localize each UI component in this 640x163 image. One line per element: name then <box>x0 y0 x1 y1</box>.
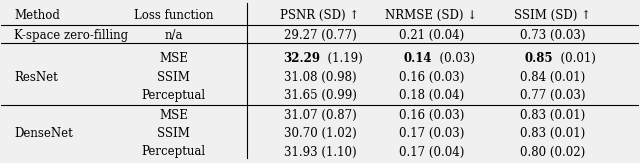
Text: (0.03): (0.03) <box>431 52 474 65</box>
Text: 31.93 (1.10): 31.93 (1.10) <box>284 146 356 158</box>
Text: 0.16 (0.03): 0.16 (0.03) <box>399 71 464 84</box>
Text: Method: Method <box>14 8 60 22</box>
Text: SSIM: SSIM <box>157 127 190 140</box>
Text: K-space zero-filling: K-space zero-filling <box>14 29 128 42</box>
Text: 0.21 (0.04): 0.21 (0.04) <box>399 29 464 42</box>
Text: 0.84 (0.01): 0.84 (0.01) <box>520 71 585 84</box>
Text: 31.07 (0.87): 31.07 (0.87) <box>284 109 356 122</box>
Text: Perceptual: Perceptual <box>141 146 205 158</box>
Text: MSE: MSE <box>159 52 188 65</box>
Text: 0.17 (0.03): 0.17 (0.03) <box>399 127 464 140</box>
Text: 0.17 (0.04): 0.17 (0.04) <box>399 146 464 158</box>
Text: SSIM (SD) ↑: SSIM (SD) ↑ <box>514 8 591 22</box>
Text: 31.08 (0.98): 31.08 (0.98) <box>284 71 356 84</box>
Text: ResNet: ResNet <box>14 71 58 84</box>
Text: 32.29: 32.29 <box>283 52 320 65</box>
Text: 0.14: 0.14 <box>403 52 431 65</box>
Text: 0.83 (0.01): 0.83 (0.01) <box>520 127 585 140</box>
Text: 29.27 (0.77): 29.27 (0.77) <box>284 29 356 42</box>
Text: 31.65 (0.99): 31.65 (0.99) <box>284 89 356 102</box>
Text: 0.80 (0.02): 0.80 (0.02) <box>520 146 585 158</box>
Text: SSIM: SSIM <box>157 71 190 84</box>
Text: 0.83 (0.01): 0.83 (0.01) <box>520 109 585 122</box>
Text: Perceptual: Perceptual <box>141 89 205 102</box>
Text: (1.19): (1.19) <box>320 52 363 65</box>
Text: Loss function: Loss function <box>134 8 213 22</box>
Text: 30.70 (1.02): 30.70 (1.02) <box>284 127 356 140</box>
Text: 0.85: 0.85 <box>524 52 552 65</box>
Text: MSE: MSE <box>159 109 188 122</box>
Text: (0.01): (0.01) <box>552 52 595 65</box>
Text: n/a: n/a <box>164 29 182 42</box>
Text: DenseNet: DenseNet <box>14 127 73 141</box>
Text: PSNR (SD) ↑: PSNR (SD) ↑ <box>280 8 360 22</box>
Text: 0.77 (0.03): 0.77 (0.03) <box>520 89 586 102</box>
Text: 0.73 (0.03): 0.73 (0.03) <box>520 29 586 42</box>
Text: 0.18 (0.04): 0.18 (0.04) <box>399 89 464 102</box>
Text: 0.16 (0.03): 0.16 (0.03) <box>399 109 464 122</box>
Text: NRMSE (SD) ↓: NRMSE (SD) ↓ <box>385 8 477 22</box>
